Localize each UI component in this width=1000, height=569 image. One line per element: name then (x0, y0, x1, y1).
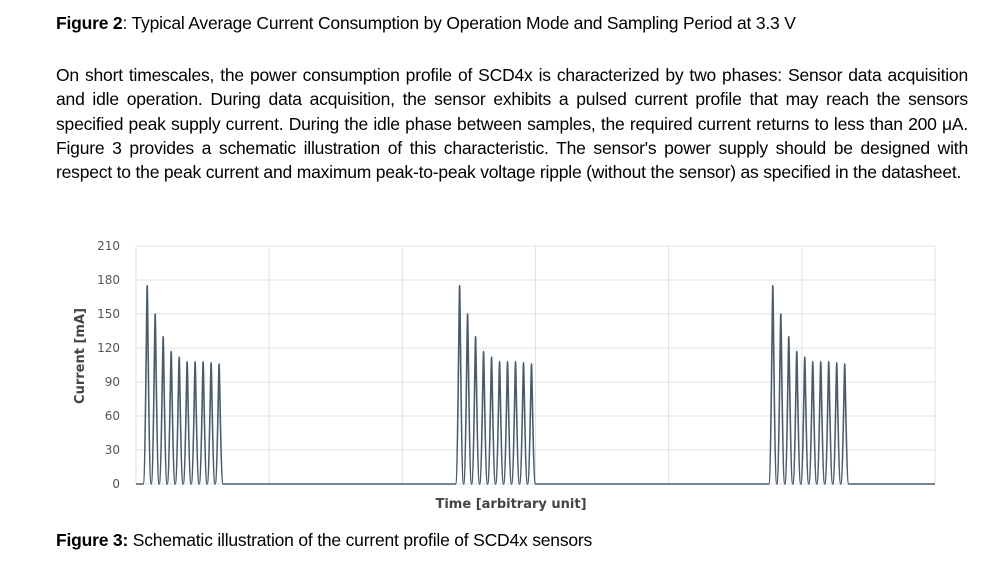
current-profile-chart: 0 30 60 90 120 150 180 210 Current [mA] Time [a… (73, 239, 936, 512)
y-tick-label: 210 (97, 239, 120, 253)
y-tick-label: 150 (97, 307, 120, 321)
figure-2-label: Figure 2 (56, 13, 123, 33)
y-tick-label: 180 (97, 273, 120, 287)
y-tick-label: 0 (112, 477, 120, 491)
y-tick-label: 60 (105, 409, 120, 423)
figure-3-label: Figure 3: (56, 530, 129, 550)
figure-2-text: : Typical Average Current Consumption by… (122, 13, 796, 33)
figure-3-text: Schematic illustration of the current pr… (128, 530, 593, 550)
body-paragraph: On short timescales, the power consumpti… (56, 65, 968, 183)
x-axis-label: Time [arbitrary unit] (435, 497, 586, 512)
current-series-line (136, 284, 935, 485)
y-tick-label: 90 (105, 375, 120, 389)
y-tick-label: 30 (105, 443, 120, 457)
y-tick-labels: 0 30 60 90 120 150 180 210 (97, 239, 120, 491)
figure-3-caption: Figure 3: Schematic illustration of the … (56, 530, 592, 551)
grid-layer (135, 245, 936, 485)
y-axis-label: Current [mA] (73, 308, 88, 404)
y-tick-label: 120 (97, 341, 120, 355)
figure-2-caption: Figure 2: Typical Average Current Consum… (56, 13, 796, 34)
